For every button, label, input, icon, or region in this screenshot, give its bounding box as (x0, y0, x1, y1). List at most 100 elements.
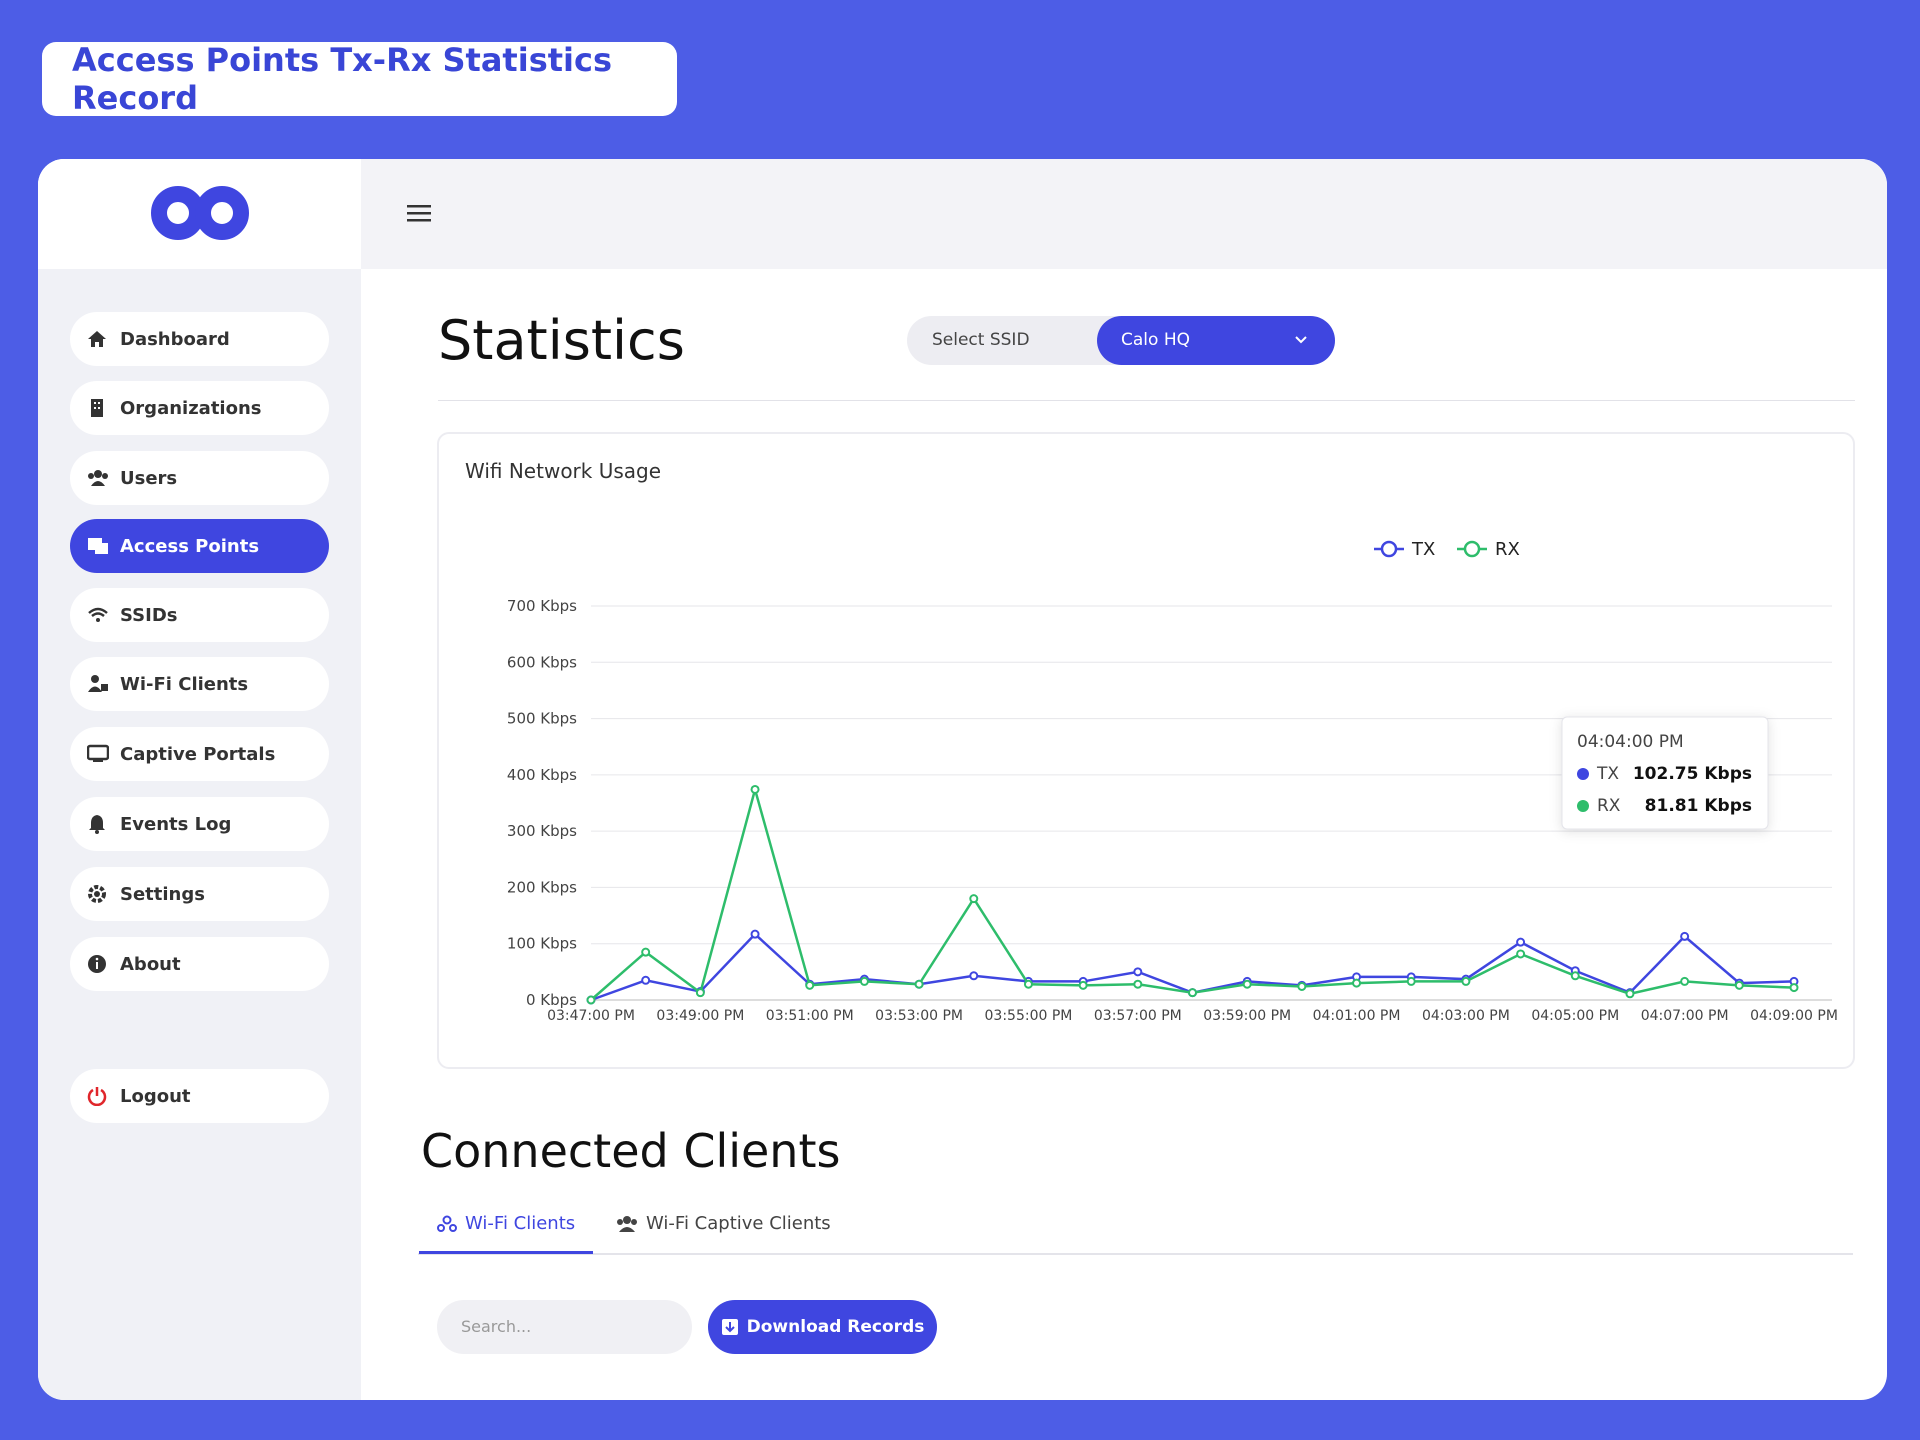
x-tick-label: 03:59:00 PM (1203, 1008, 1291, 1024)
nav-label: About (120, 953, 181, 975)
tab-label: Wi-Fi Clients (465, 1213, 576, 1234)
nav-item[interactable]: Access Points (70, 519, 329, 573)
x-tick-label: 03:57:00 PM (1094, 1008, 1182, 1024)
ssid-value: Calo HQ (1121, 330, 1190, 350)
nav-item[interactable]: Events Log (70, 797, 329, 851)
data-point (1570, 971, 1580, 981)
y-tick-label: 300 Kbps (507, 822, 577, 840)
x-tick-label: 04:03:00 PM (1422, 1008, 1510, 1024)
data-point (1297, 981, 1307, 991)
section-title: Statistics (438, 309, 685, 372)
data-point (1242, 979, 1252, 989)
tooltip-dot (1577, 768, 1589, 780)
data-point (750, 784, 760, 794)
tab[interactable]: Wi-Fi Clients (437, 1213, 575, 1234)
data-point (641, 975, 651, 985)
y-tick-label: 0 Kbps (526, 991, 577, 1009)
chart-title: Wifi Network Usage (465, 459, 661, 483)
dropdown-arrow (1295, 336, 1307, 344)
divider (438, 400, 1855, 401)
legend-label: RX (1495, 539, 1520, 560)
app-window: Dashboard Organizations Users Access Poi… (38, 159, 1887, 1400)
data-point (1406, 976, 1416, 986)
ssid-select[interactable]: Select SSID Calo HQ (907, 316, 1335, 365)
tooltip-value: 81.81 Kbps (1645, 796, 1752, 816)
data-point (641, 947, 651, 957)
legend-item: TX (1374, 539, 1435, 560)
nav-label: Wi-Fi Clients (120, 673, 249, 695)
nav-item[interactable]: Users (70, 451, 329, 505)
data-point (969, 971, 979, 981)
tooltip: 04:04:00 PM TX 102.75 Kbps RX 81.81 Kbps (1561, 716, 1769, 830)
y-tick-label: 600 Kbps (507, 653, 577, 671)
data-point (1188, 988, 1197, 998)
nav-item[interactable]: SSIDs (70, 588, 329, 642)
nav-label: Dashboard (120, 328, 230, 350)
chart: Wifi Network Usage 0 Kbps 100 Kbps 200 Kbps… (465, 459, 1838, 1024)
download-button[interactable]: Download Records (708, 1300, 937, 1354)
x-tick-label: 03:53:00 PM (875, 1008, 963, 1024)
data-point (1516, 937, 1526, 947)
tab[interactable]: Wi-Fi Captive Clients (616, 1213, 831, 1234)
data-point (695, 988, 705, 998)
page-title-badge: Access Points Tx-Rx Statistics Record (42, 41, 677, 117)
data-point (1516, 949, 1526, 959)
nav-label: Access Points (120, 535, 260, 557)
data-point (1789, 983, 1799, 993)
nav-item[interactable]: Organizations (70, 381, 329, 435)
tab-label: Wi-Fi Captive Clients (646, 1213, 831, 1234)
top-bar (361, 159, 1887, 269)
nav-item[interactable]: Settings (70, 867, 329, 921)
data-point (1625, 989, 1635, 999)
data-point (1352, 978, 1362, 988)
nav-item[interactable]: About (70, 937, 329, 991)
x-tick-label: 04:05:00 PM (1531, 1008, 1619, 1024)
data-point (1680, 931, 1690, 941)
legend-item: RX (1457, 539, 1520, 560)
x-tick-label: 03:51:00 PM (766, 1008, 854, 1024)
ssid-dropdown[interactable]: Calo HQ (1097, 316, 1335, 365)
data-point (914, 979, 924, 989)
nav-label: Settings (120, 883, 205, 905)
x-tick-label: 04:09:00 PM (1750, 1008, 1838, 1024)
nav-label: Organizations (120, 397, 262, 419)
y-tick-label: 700 Kbps (507, 597, 577, 615)
tooltip-name: TX (1596, 764, 1619, 784)
x-tick-label: 03:55:00 PM (985, 1008, 1073, 1024)
tooltip-value: 102.75 Kbps (1633, 764, 1752, 784)
logout-button[interactable]: Logout (70, 1069, 329, 1123)
y-tick-label: 500 Kbps (507, 710, 577, 728)
tooltip-box (1561, 716, 1769, 830)
data-point (1133, 967, 1143, 977)
legend-marker (1380, 540, 1398, 558)
data-point (1078, 980, 1088, 990)
data-point (586, 995, 596, 1005)
tooltip-dot (1577, 800, 1589, 812)
sidebar: Dashboard Organizations Users Access Poi… (38, 159, 361, 1400)
x-tick-label: 04:07:00 PM (1641, 1008, 1729, 1024)
nav-item[interactable]: Captive Portals (70, 727, 329, 781)
y-tick-label: 200 Kbps (507, 878, 577, 896)
nav-label: Users (120, 467, 178, 489)
y-tick-label: 400 Kbps (507, 766, 577, 784)
logo-area (38, 159, 361, 269)
data-point (1023, 979, 1033, 989)
logout-label: Logout (120, 1085, 191, 1107)
ssid-label: Select SSID (932, 330, 1030, 350)
search-placeholder: Search... (461, 1317, 532, 1336)
chart-card: Wifi Network Usage 0 Kbps 100 Kbps 200 Kbps… (437, 432, 1855, 1069)
data-point (969, 894, 979, 904)
nav-item[interactable]: Dashboard (70, 312, 329, 366)
active-tab-indicator (419, 1251, 594, 1254)
menu-icon[interactable] (407, 203, 431, 223)
x-tick-label: 03:49:00 PM (656, 1008, 744, 1024)
legend-label: TX (1411, 539, 1435, 560)
page-title: Access Points Tx-Rx Statistics Record (72, 41, 613, 117)
nav-label: Events Log (120, 813, 232, 835)
legend-marker (1463, 540, 1481, 558)
x-tick-label: 03:47:00 PM (547, 1008, 635, 1024)
search-input[interactable]: Search... (437, 1300, 692, 1354)
data-point (1461, 976, 1471, 986)
nav-item[interactable]: Wi-Fi Clients (70, 657, 329, 711)
